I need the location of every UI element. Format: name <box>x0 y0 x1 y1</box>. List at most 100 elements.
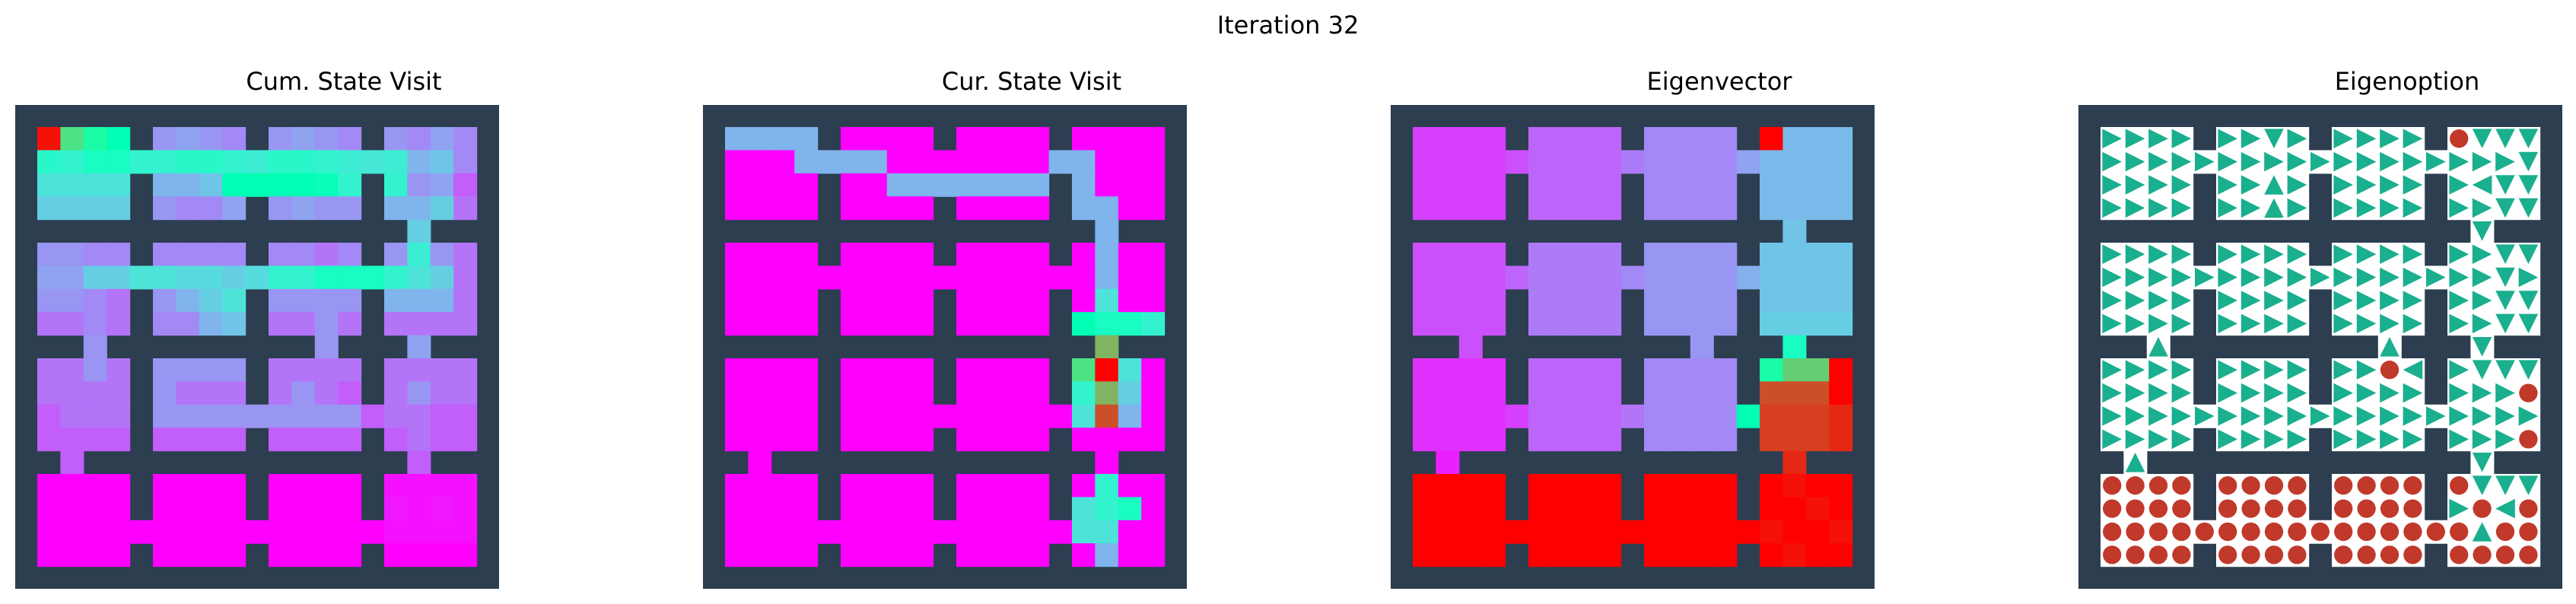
heatmap-cell <box>384 474 408 498</box>
heatmap-cell <box>1805 196 1830 221</box>
heatmap-cell <box>291 150 316 174</box>
heatmap-cell <box>338 520 362 544</box>
heatmap-cell <box>1805 543 1830 567</box>
terminate-circle-icon <box>2380 476 2399 495</box>
heatmap-cell <box>748 196 772 221</box>
heatmap-cell <box>60 381 84 405</box>
arrow-right-icon <box>2218 175 2237 195</box>
heatmap-cell <box>1598 127 1622 151</box>
heatmap-cell <box>1505 150 1529 174</box>
arrow-right-icon <box>2333 151 2353 172</box>
heatmap-cell <box>956 497 980 521</box>
terminate-circle-icon <box>2264 499 2284 518</box>
arrow-right-icon <box>2287 360 2307 380</box>
heatmap-cell <box>1458 127 1483 151</box>
terminate-circle-icon <box>2264 522 2284 542</box>
arrow-right-icon <box>2495 151 2515 172</box>
heatmap-cell <box>979 520 1003 544</box>
arrow-right-icon <box>2240 175 2261 195</box>
panel-title-cur-state-visit: Cur. State Visit <box>941 67 1122 96</box>
heatmap-cell <box>1783 312 1807 336</box>
heatmap-cell <box>153 474 177 498</box>
heatmap-cell <box>1551 474 1576 498</box>
heatmap-cell <box>1551 428 1576 452</box>
heatmap-cell <box>1783 520 1807 544</box>
heatmap-cell <box>1713 150 1738 174</box>
heatmap-cell <box>314 543 339 567</box>
arrow-down-icon <box>2472 337 2492 357</box>
heatmap-cell <box>83 543 107 567</box>
heatmap-cell <box>60 450 84 475</box>
heatmap-cell <box>1667 288 1691 313</box>
heatmap-cell <box>1783 497 1807 521</box>
heatmap-cell <box>771 520 795 544</box>
arrow-right-icon <box>2449 360 2469 380</box>
terminate-circle-icon <box>2357 499 2376 518</box>
arrow-right-icon <box>2472 198 2492 218</box>
arrow-right-icon <box>2449 175 2469 195</box>
arrow-right-icon <box>2264 429 2284 450</box>
heatmap-cell <box>1667 381 1691 405</box>
heatmap-cell <box>407 428 431 452</box>
arrow-right-icon <box>2240 267 2261 288</box>
arrow-right-icon <box>2333 291 2353 310</box>
heatmap-cell <box>291 265 316 290</box>
heatmap-cell <box>1760 288 1783 313</box>
heatmap-cell <box>384 265 408 290</box>
arrow-right-icon <box>2102 129 2122 148</box>
heatmap-cell <box>107 358 131 382</box>
arrow-right-icon <box>2380 244 2399 264</box>
heatmap-cell <box>1002 312 1026 336</box>
arrow-up-icon <box>2380 337 2399 357</box>
heatmap-cell <box>910 243 934 266</box>
heatmap-cell <box>1690 520 1714 544</box>
heatmap-cell <box>1528 288 1552 313</box>
heatmap-cell <box>199 196 223 221</box>
heatmap-cell <box>1667 358 1691 382</box>
arrow-right-icon <box>2287 129 2307 148</box>
heatmap-cell <box>291 127 316 151</box>
terminate-circle-icon <box>2103 545 2122 564</box>
terminate-circle-icon <box>2519 522 2538 542</box>
heatmap-cell <box>222 173 246 197</box>
arrow-right-icon <box>2218 360 2237 380</box>
arrow-right-icon <box>2333 406 2353 426</box>
heatmap-cell <box>771 428 795 452</box>
heatmap-cell <box>199 474 223 498</box>
heatmap-cell <box>725 288 749 313</box>
arrow-right-icon <box>2102 360 2122 380</box>
heatmap-cell <box>1118 520 1142 544</box>
heatmap-cell <box>407 312 431 336</box>
heatmap-cell <box>794 474 819 498</box>
heatmap-cell <box>1002 404 1026 428</box>
heatmap-cell <box>771 474 795 498</box>
heatmap-cell <box>1458 520 1483 544</box>
heatmap-cell <box>886 150 911 174</box>
heatmap-cell <box>1783 173 1807 197</box>
heatmap-cell <box>153 288 177 313</box>
heatmap-cell <box>1413 358 1436 382</box>
heatmap-cell <box>886 196 911 221</box>
heatmap-cell <box>384 404 408 428</box>
heatmap-cell <box>1413 543 1436 567</box>
arrow-down-icon <box>2518 291 2539 310</box>
heatmap-cell <box>384 358 408 382</box>
arrow-right-icon <box>2218 291 2237 310</box>
heatmap-cell <box>269 288 292 313</box>
heatmap-cell <box>1026 474 1050 498</box>
heatmap-cell <box>37 520 61 544</box>
heatmap-cell <box>1458 150 1483 174</box>
heatmap-cell <box>910 358 934 382</box>
heatmap-cell <box>384 543 408 567</box>
heatmap-cell <box>1026 243 1050 266</box>
heatmap-cell <box>1482 150 1506 174</box>
heatmap-cell <box>60 520 84 544</box>
heatmap-cell <box>1528 497 1552 521</box>
heatmap-cell <box>1458 428 1483 452</box>
heatmap-cell <box>129 150 154 174</box>
heatmap-cell <box>1805 265 1830 290</box>
heatmap-cell <box>176 243 200 266</box>
heatmap-cell <box>314 173 339 197</box>
heatmap-cell <box>1829 520 1853 544</box>
heatmap-cell <box>748 150 772 174</box>
